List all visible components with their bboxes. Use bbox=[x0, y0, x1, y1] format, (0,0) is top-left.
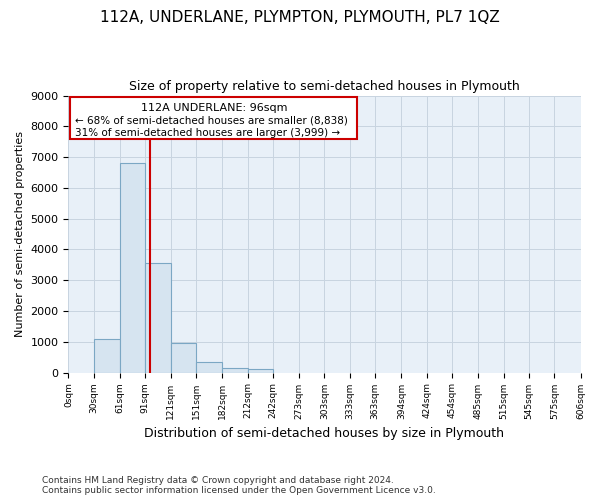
Text: 112A, UNDERLANE, PLYMPTON, PLYMOUTH, PL7 1QZ: 112A, UNDERLANE, PLYMPTON, PLYMOUTH, PL7… bbox=[100, 10, 500, 25]
Bar bbox=[120, 164, 145, 372]
X-axis label: Distribution of semi-detached houses by size in Plymouth: Distribution of semi-detached houses by … bbox=[145, 427, 505, 440]
Y-axis label: Number of semi-detached properties: Number of semi-detached properties bbox=[15, 131, 25, 337]
Text: 31% of semi-detached houses are larger (3,999) →: 31% of semi-detached houses are larger (… bbox=[75, 128, 340, 138]
Bar bbox=[196, 362, 222, 372]
Bar bbox=[170, 344, 196, 372]
Bar bbox=[94, 338, 120, 372]
Text: Contains HM Land Registry data © Crown copyright and database right 2024.
Contai: Contains HM Land Registry data © Crown c… bbox=[42, 476, 436, 495]
Bar bbox=[248, 370, 273, 372]
FancyBboxPatch shape bbox=[70, 97, 358, 138]
Text: ← 68% of semi-detached houses are smaller (8,838): ← 68% of semi-detached houses are smalle… bbox=[75, 116, 348, 126]
Text: 112A UNDERLANE: 96sqm: 112A UNDERLANE: 96sqm bbox=[140, 104, 287, 114]
Title: Size of property relative to semi-detached houses in Plymouth: Size of property relative to semi-detach… bbox=[129, 80, 520, 93]
Bar bbox=[145, 264, 170, 372]
Bar bbox=[222, 368, 248, 372]
